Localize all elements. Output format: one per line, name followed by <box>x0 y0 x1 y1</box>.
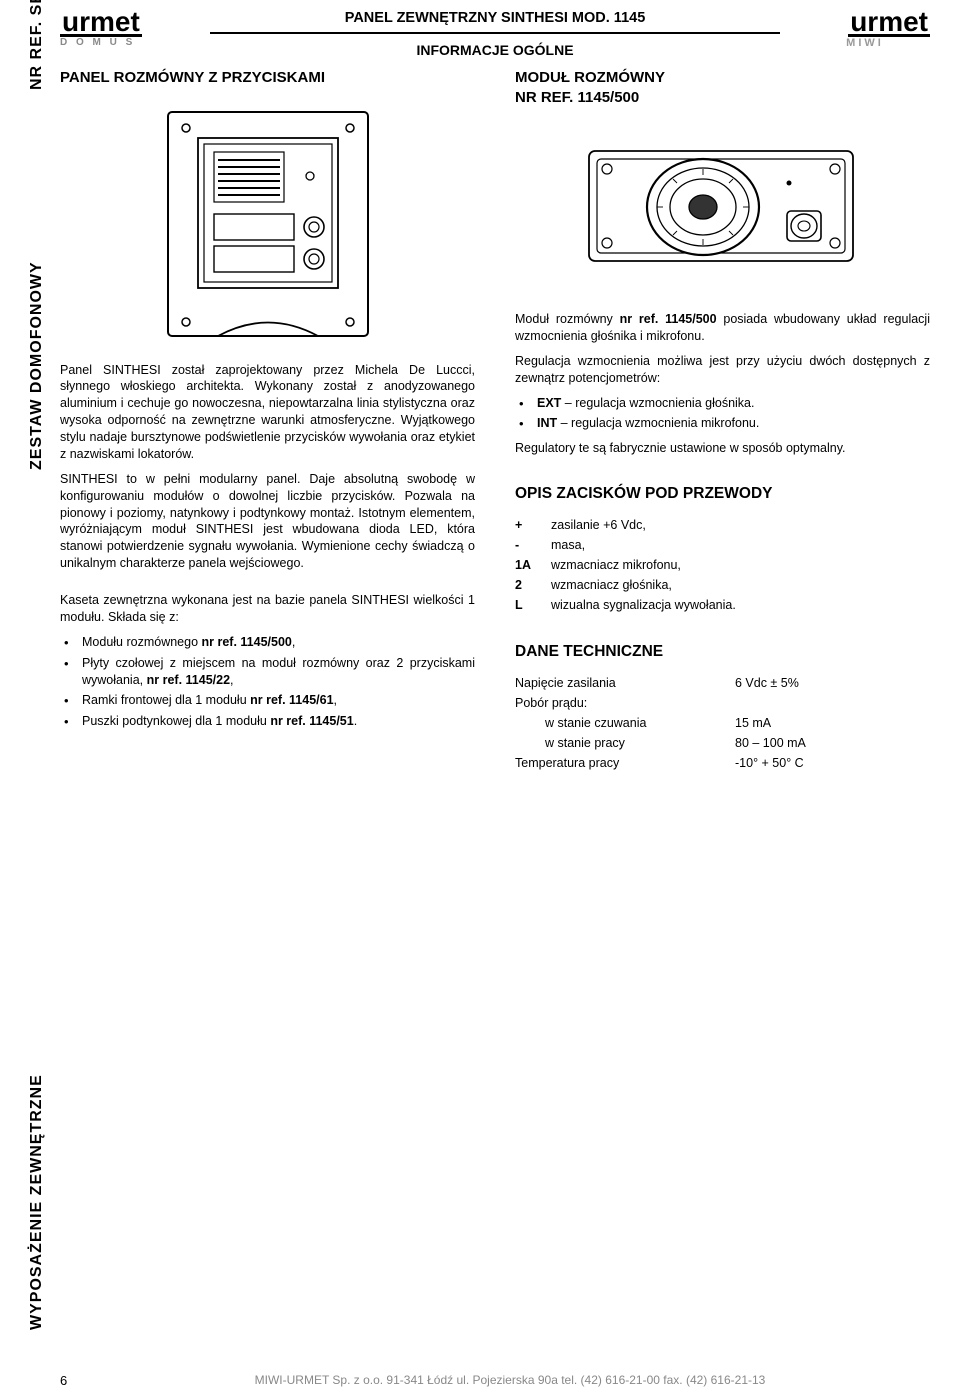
tech-key: Napięcie zasilania <box>515 673 735 693</box>
col-right: MODUŁ ROZMÓWNY NR REF. 1145/500 <box>515 68 930 773</box>
opis-row: -masa, <box>515 535 930 555</box>
logo-right-sub: MIWI <box>800 37 930 49</box>
opis-key: - <box>515 535 551 555</box>
module-illustration <box>515 123 930 293</box>
list-item: Płyty czołowej z miejscem na moduł rozmó… <box>60 655 475 689</box>
tech-row: w stanie pracy80 – 100 mA <box>515 733 930 753</box>
opis-row: Lwizualna sygnalizacja wywołania. <box>515 595 930 615</box>
list-item: INT – regulacja wzmocnienia mikrofonu. <box>515 415 930 432</box>
list-item: EXT – regulacja wzmocnienia głośnika. <box>515 395 930 412</box>
page-number: 6 <box>60 1373 90 1388</box>
right-body: Moduł rozmówny nr ref. 1145/500 posiada … <box>515 311 930 387</box>
tech-val: -10° + 50° C <box>735 753 930 773</box>
opis-val: wizualna sygnalizacja wywołania. <box>551 595 930 615</box>
tech-row: Pobór prądu: <box>515 693 930 713</box>
opis-table: +zasilanie +6 Vdc,-masa,1Awzmacniacz mik… <box>515 515 930 615</box>
logo-left-sub: D O M U S <box>60 37 190 48</box>
list-item: Modułu rozmównego nr ref. 1145/500, <box>60 634 475 651</box>
tech-row: Temperatura pracy-10° + 50° C <box>515 753 930 773</box>
doc-title: PANEL ZEWNĘTRZNY SINTHESI MOD. 1145 <box>210 10 780 26</box>
tech-key: Temperatura pracy <box>515 753 735 773</box>
tech-val <box>735 693 930 713</box>
tech-key: w stanie pracy <box>515 733 735 753</box>
doc-subtitle: INFORMACJE OGÓLNE <box>210 42 780 58</box>
opis-row: 2wzmacniacz głośnika, <box>515 575 930 595</box>
logo-right-main: urmet <box>848 10 930 37</box>
opis-heading: OPIS ZACISKÓW POD PRZEWODY <box>515 485 930 503</box>
footer-text: MIWI-URMET Sp. z o.o. 91-341 Łódź ul. Po… <box>90 1373 930 1388</box>
left-para2: SINTHESI to w pełni modularny panel. Daj… <box>60 471 475 572</box>
list-item: Puszki podtynkowej dla 1 modułu nr ref. … <box>60 713 475 730</box>
tech-row: w stanie czuwania15 mA <box>515 713 930 733</box>
tech-val: 6 Vdc ± 5% <box>735 673 930 693</box>
right-heading: MODUŁ ROZMÓWNY NR REF. 1145/500 <box>515 68 930 107</box>
logo-left: urmet D O M U S <box>60 10 190 48</box>
panel-illustration <box>60 104 475 344</box>
tech-key: Pobór prądu: <box>515 693 735 713</box>
columns: PANEL ROZMÓWNY Z PRZYCISKAMI <box>60 68 930 773</box>
logo-right: urmet MIWI <box>800 10 930 49</box>
right-body2: Regulatory te są fabrycznie ustawione w … <box>515 440 930 457</box>
left-bullets: Modułu rozmównego nr ref. 1145/500, Płyty… <box>60 634 475 730</box>
tech-table: Napięcie zasilania6 Vdc ± 5%Pobór prądu:… <box>515 673 930 773</box>
opis-val: masa, <box>551 535 930 555</box>
col-left: PANEL ROZMÓWNY Z PRZYCISKAMI <box>60 68 475 773</box>
opis-key: + <box>515 515 551 535</box>
tech-key: w stanie czuwania <box>515 713 735 733</box>
left-para3: Kaseta zewnętrzna wykonana jest na bazie… <box>60 592 475 626</box>
right-para2: Regulacja wzmocnienia możliwa jest przy … <box>515 353 930 387</box>
opis-key: 2 <box>515 575 551 595</box>
sidetext-wypos: WYPOSAŻENIE ZEWNĘTRZNE <box>28 1074 46 1330</box>
sidetext-zestaw: ZESTAW DOMOFONOWY <box>28 261 46 470</box>
opis-val: wzmacniacz mikrofonu, <box>551 555 930 575</box>
right-para3: Regulatory te są fabrycznie ustawione w … <box>515 440 930 457</box>
opis-key: 1A <box>515 555 551 575</box>
left-heading: PANEL ROZMÓWNY Z PRZYCISKAMI <box>60 68 475 88</box>
sidetext-nrref: NR REF. SET-KOM <box>28 0 46 90</box>
opis-row: 1Awzmacniacz mikrofonu, <box>515 555 930 575</box>
tech-heading: DANE TECHNICZNE <box>515 643 930 661</box>
left-body: Panel SINTHESI został zaprojektowany prz… <box>60 362 475 626</box>
footer: 6 MIWI-URMET Sp. z o.o. 91-341 Łódź ul. … <box>60 1373 930 1388</box>
opis-val: wzmacniacz głośnika, <box>551 575 930 595</box>
tech-val: 80 – 100 mA <box>735 733 930 753</box>
title-area: PANEL ZEWNĘTRZNY SINTHESI MOD. 1145 INFO… <box>210 10 780 58</box>
left-para1: Panel SINTHESI został zaprojektowany prz… <box>60 362 475 463</box>
right-bullets1: EXT – regulacja wzmocnienia głośnika. INT… <box>515 395 930 433</box>
list-item: Ramki frontowej dla 1 modułu nr ref. 114… <box>60 692 475 709</box>
opis-row: +zasilanie +6 Vdc, <box>515 515 930 535</box>
opis-val: zasilanie +6 Vdc, <box>551 515 930 535</box>
tech-row: Napięcie zasilania6 Vdc ± 5% <box>515 673 930 693</box>
logo-left-main: urmet <box>60 10 142 37</box>
right-para1: Moduł rozmówny nr ref. 1145/500 posiada … <box>515 311 930 345</box>
opis-key: L <box>515 595 551 615</box>
page: NR REF. SET-KOM ZESTAW DOMOFONOWY WYPOSA… <box>0 0 960 1400</box>
header: urmet D O M U S PANEL ZEWNĘTRZNY SINTHES… <box>60 10 930 58</box>
tech-val: 15 mA <box>735 713 930 733</box>
header-rule <box>210 32 780 34</box>
